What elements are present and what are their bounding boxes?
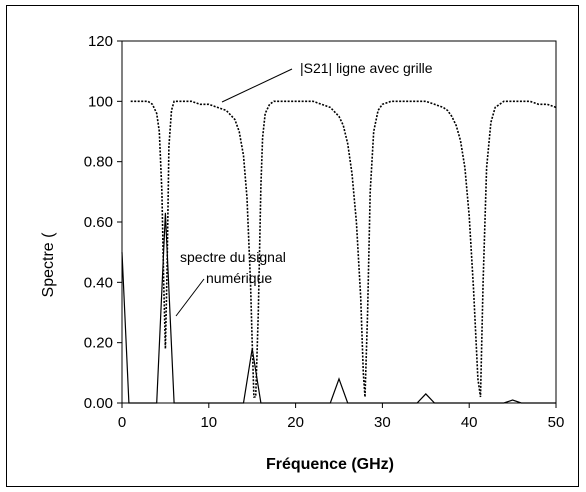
plot-area [121, 40, 557, 404]
annotation-spectre-line2: numérique [206, 270, 272, 286]
y-tick-label: 0.80 [84, 154, 113, 171]
x-axis-label: Fréquence (GHz) [266, 456, 394, 473]
y-tick-label: 100 [88, 93, 113, 110]
s21-series-line [130, 100, 557, 398]
x-tick-label: 30 [374, 414, 391, 431]
x-tick-label: 0 [118, 414, 126, 431]
y-tick-label: 0.40 [84, 274, 113, 291]
x-tick-label: 50 [548, 414, 565, 431]
arrow-s21 [221, 68, 293, 103]
x-axis: 0 10 20 30 40 50 [118, 403, 565, 431]
y-tick-label: 0.20 [84, 335, 113, 352]
x-tick-label: 20 [287, 414, 304, 431]
x-tick-label: 10 [200, 414, 217, 431]
annotation-s21: |S21| ligne avec grille [300, 60, 433, 76]
y-tick-label: 0.60 [84, 214, 113, 231]
y-axis: 0.00 0.20 0.40 0.60 0.80 100 120 [84, 33, 122, 412]
y-tick-label: 0.00 [84, 395, 113, 412]
x-tick-label: 40 [461, 414, 478, 431]
y-axis-label: Spectre ( [40, 232, 57, 298]
annotation-spectre-line1: spectre du signal [180, 249, 286, 265]
plot-border [121, 40, 557, 404]
arrow-spectre [175, 278, 205, 317]
series-lines [121, 100, 557, 404]
y-tick-label: 120 [88, 33, 113, 50]
spectrum-series-line [121, 212, 556, 404]
